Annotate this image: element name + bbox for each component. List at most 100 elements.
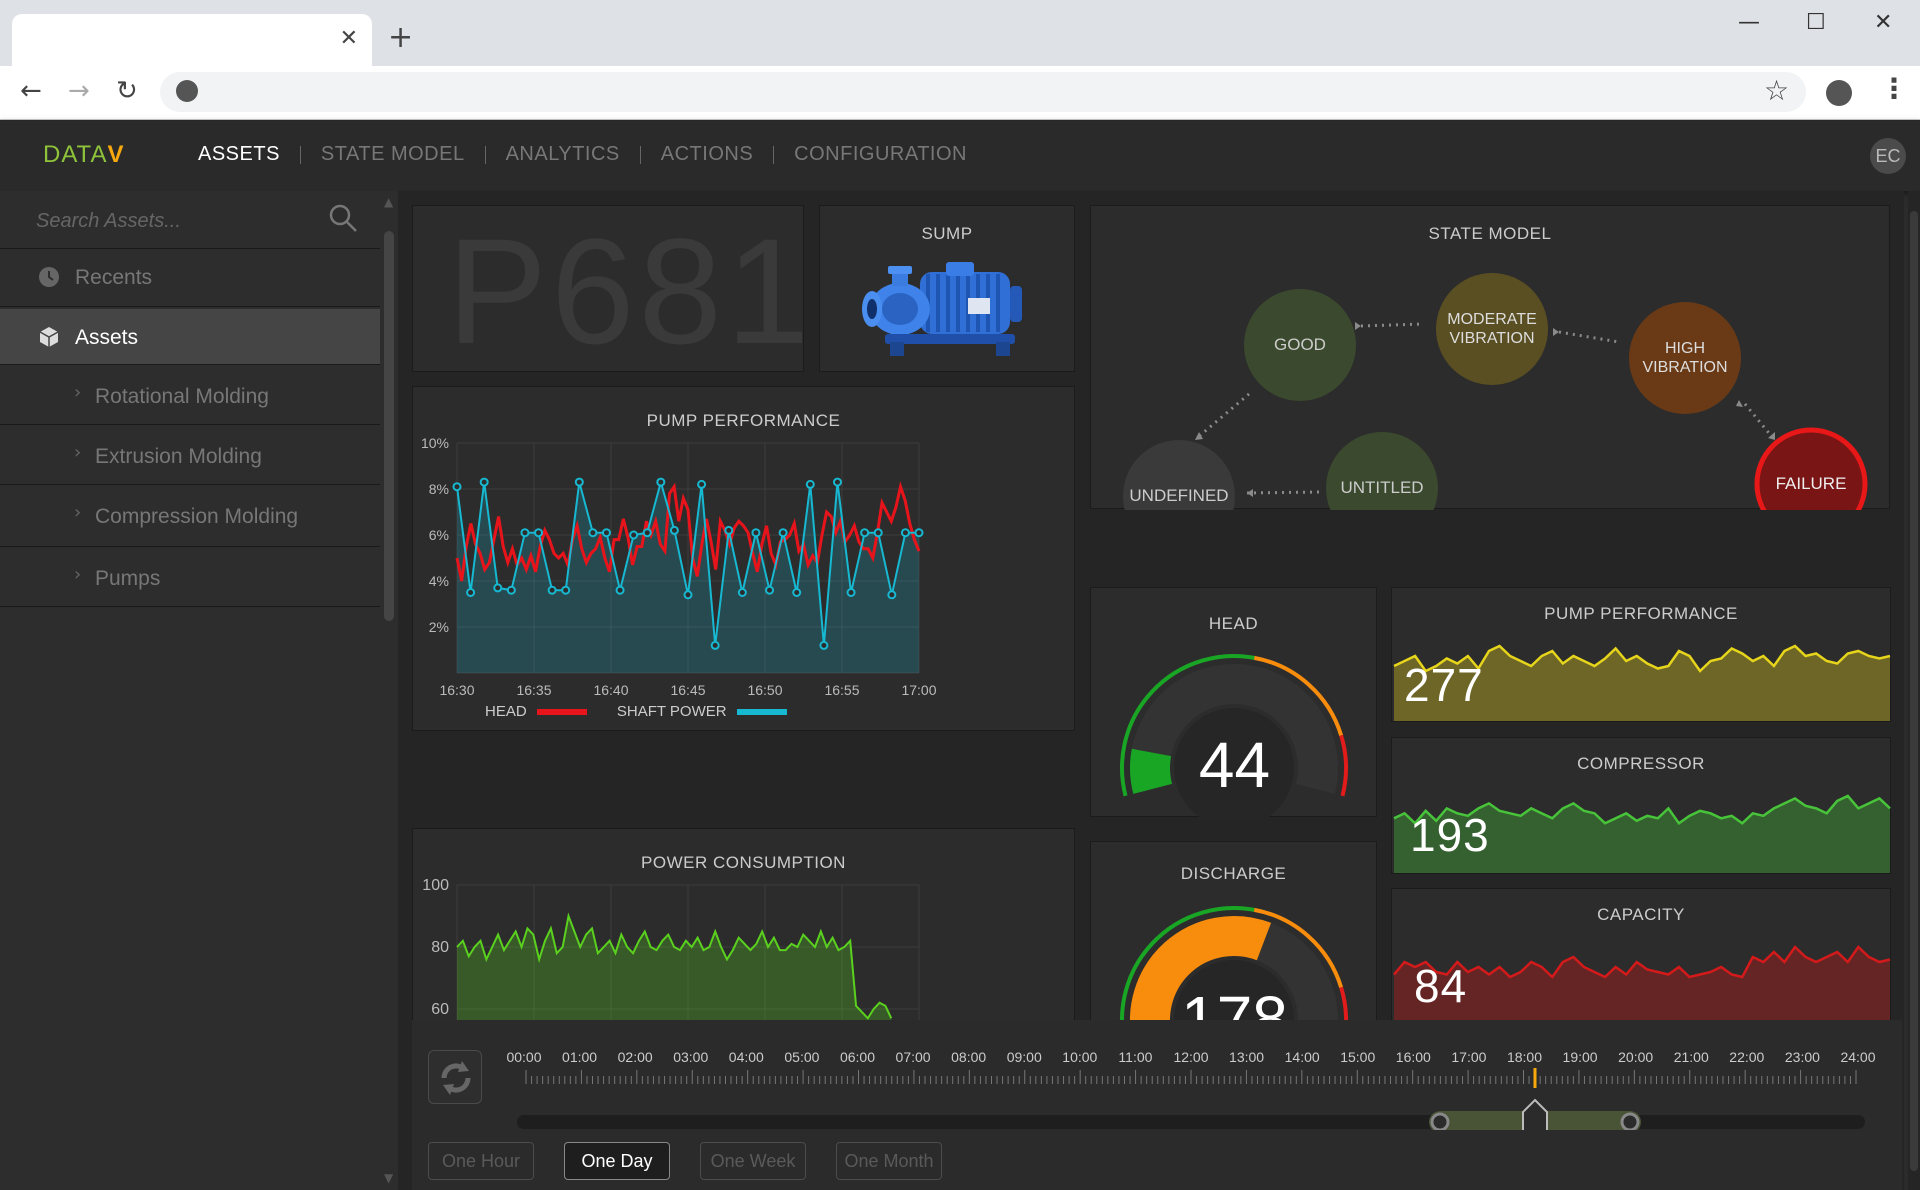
nav-state-model[interactable]: STATE MODEL [320,143,465,165]
nav-analytics[interactable]: ANALYTICS [505,143,620,165]
cube-icon [39,327,59,347]
timeline-hour-label: 20:00 [1618,1049,1653,1065]
scroll-down-icon[interactable]: ▼ [384,1171,394,1185]
range-one-hour-button[interactable]: One Hour [428,1142,534,1180]
timeline-hour-label: 01:00 [562,1049,597,1065]
state-label: GOOD [1274,335,1326,354]
shaft-power-point [887,590,897,600]
timeline-hour-label: 14:00 [1285,1049,1320,1065]
browser-tab[interactable]: ✕ [12,14,372,66]
gauge-band-red [1339,734,1348,797]
scroll-up-icon[interactable]: ▲ [384,195,394,209]
app-logo[interactable]: DATAV [43,141,125,168]
state-node-moderate-vibration [1436,273,1548,385]
chevron-right-icon: › [74,442,82,463]
legend-label-shaft-power: SHAFT POWER [616,703,727,720]
range-one-week-button[interactable]: One Week [700,1142,806,1180]
scrollbar-thumb[interactable] [1910,211,1918,1171]
x-tick-label: 16:30 [439,682,474,698]
shaft-power-point [873,528,883,538]
sidebar-subitem-label: Compression Molding [95,505,299,528]
shaft-power-point [765,585,775,595]
timeline-hour-label: 19:00 [1563,1049,1598,1065]
shaft-power-point [629,530,639,540]
chevron-right-icon: › [74,502,82,523]
tab-close-icon[interactable]: ✕ [339,26,358,51]
bookmark-star-icon[interactable]: ☆ [1764,75,1790,106]
sidebar-subitem[interactable]: › Pumps [0,547,380,607]
nav-actions[interactable]: ACTIONS [660,143,754,165]
head-gauge-panel: HEAD 44 [1090,587,1377,818]
panel-title: SUMP [921,224,973,243]
transition-arrow [1246,490,1320,495]
x-tick-label: 16:55 [824,682,859,698]
range-one-day-button[interactable]: One Day [564,1142,670,1180]
nav-assets[interactable]: ASSETS [198,143,280,165]
account-icon[interactable] [1826,80,1852,106]
sidebar-item-assets[interactable]: Assets [0,309,380,365]
shaft-power-point [860,528,870,538]
timeline-hour-label: 15:00 [1340,1049,1375,1065]
clock-icon [39,267,59,287]
chevron-right-icon: › [74,564,82,585]
y-tick-label: 100 [422,877,449,894]
stat-sparkline [1393,794,1891,873]
address-bar[interactable] [160,72,1806,112]
arrow-head [1553,328,1559,336]
top-nav: ASSETS STATE MODEL ANALYTICS ACTIONS CON… [198,143,967,166]
sidebar-subitem[interactable]: › Extrusion Molding [0,425,380,485]
browser-tab-strip: ✕ + — ☐ ✕ [0,0,1920,66]
gauge-band-red [1339,986,1348,1042]
shaft-power-point [683,590,693,600]
gauge-band-green [1120,906,1255,1042]
timeline-playhead [1522,1098,1548,1130]
gauge-track [1130,664,1338,794]
power-consumption-chart: 100 80 60 [422,877,920,1029]
sidebar-scrollbar[interactable] [384,231,394,621]
sparkline-line [1393,945,1891,979]
state-model-diagram [1123,273,1868,510]
nav-configuration[interactable]: CONFIGURATION [794,143,967,165]
transition-arrow [1196,392,1250,440]
timeline-hour-label: 21:00 [1674,1049,1709,1065]
y-tick-label: 10% [421,435,449,451]
new-tab-icon[interactable]: + [388,20,414,55]
sidebar-subitem[interactable]: › Compression Molding [0,485,380,547]
timeline-hour-label: 06:00 [840,1049,875,1065]
range-one-month-button[interactable]: One Month [836,1142,942,1180]
y-tick-label: 60 [431,1001,449,1018]
shaft-power-point [792,588,802,597]
reload-icon[interactable]: ↻ [116,76,138,106]
shaft-power-point [805,479,815,489]
search-row [0,191,380,249]
minimize-icon[interactable]: — [1738,10,1760,35]
browser-menu-icon[interactable]: ⋮ [1880,73,1908,104]
back-icon[interactable]: ← [20,76,42,106]
forward-icon[interactable]: → [68,76,90,106]
legend-swatch-shaft-power [736,709,787,716]
shaft-power-point [724,525,734,535]
timeline-hour-label: 08:00 [951,1049,986,1065]
sparkline-area [1394,646,1890,721]
refresh-button[interactable] [428,1050,482,1104]
shaft-power-point [846,588,856,597]
timeline-ruler[interactable]: 00:00 01:00 02:00 03:00 04:00 05:00 06:00 07:00… [412,1020,1902,1130]
stat-card-capacity: CAPACITY 84 [1391,888,1891,1028]
search-input[interactable] [36,205,316,237]
stat-sparkline [1393,945,1891,1027]
user-avatar[interactable]: EC [1870,138,1906,174]
sidebar-subitem[interactable]: › Rotational Molding [0,365,380,425]
maximize-icon[interactable]: ☐ [1806,10,1826,35]
sparkline-line [1393,644,1891,673]
shaft-power-point [574,477,584,487]
shaft-power-point [506,585,516,595]
sidebar-item-recents[interactable]: Recents [0,249,380,307]
timeline-hour-label: 13:00 [1229,1049,1264,1065]
search-icon[interactable] [328,203,358,233]
chevron-right-icon: › [74,382,82,403]
y-tick-label: 4% [429,573,449,589]
timeline-hour-label: 04:00 [729,1049,764,1065]
chart-title: POWER CONSUMPTION [641,853,846,872]
window-close-icon[interactable]: ✕ [1874,10,1893,35]
main-scrollbar[interactable] [1908,191,1920,1190]
